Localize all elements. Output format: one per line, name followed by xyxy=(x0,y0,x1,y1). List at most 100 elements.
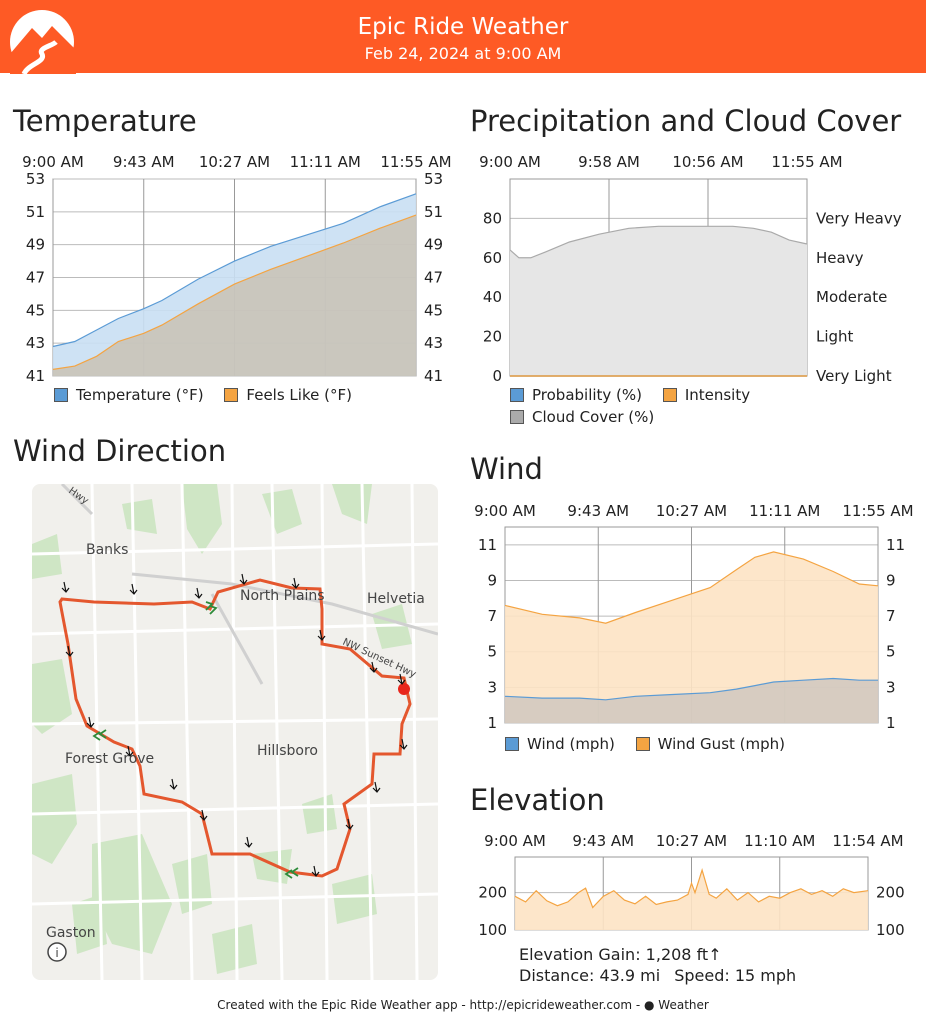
map-label-north-plains: North Plains xyxy=(240,588,325,604)
temperature-y-tick-label-right: 49 xyxy=(424,236,443,254)
wind-y-tick-label: 11 xyxy=(478,536,497,554)
legend-feels-like: Feels Like (°F) xyxy=(224,386,352,404)
speed: Speed: 15 mph xyxy=(674,966,797,985)
start-marker xyxy=(398,683,410,695)
wind-y-tick-label: 3 xyxy=(487,678,497,696)
wind-x-tick-label: 11:11 AM xyxy=(749,502,820,520)
precipitation-y-tick-label: 20 xyxy=(483,328,502,346)
elevation-series-line xyxy=(514,868,869,909)
ride-route xyxy=(58,578,412,878)
precipitation-x-tick-label: 11:55 AM xyxy=(771,153,842,171)
temperature-y-tick-label-right: 53 xyxy=(424,170,443,188)
wind-chart: 1 13 35 57 79 911 119:00 AM 9:43 AM 10:27 AM 11:1… xyxy=(474,502,913,732)
map-label-hwy: Hwy xyxy=(66,485,90,506)
elevation-gain: Elevation Gain: 1,208 ft↑ xyxy=(519,945,722,964)
ride-stats: Distance: 43.9 mi Speed: 15 mph xyxy=(519,965,796,986)
swatch-probability xyxy=(510,388,524,402)
ride-datetime: Feb 24, 2024 at 9:00 AM xyxy=(364,44,562,63)
elevation-x-tick-label: 9:00 AM xyxy=(484,832,546,850)
wind-y-tick-label: 9 xyxy=(487,571,497,589)
map-label-helvetia: Helvetia xyxy=(367,591,425,607)
distance: Distance: 43.9 mi xyxy=(519,966,661,985)
wind-y-tick-label-right: 9 xyxy=(886,571,896,589)
precipitation-x-tick-label: 10:56 AM xyxy=(672,153,743,171)
elevation-y-tick-label-right: 100 xyxy=(876,921,905,939)
temperature-legend: Temperature (°F) Feels Like (°F) xyxy=(54,386,368,406)
wind-direction-map[interactable]: Banks North Plains Helvetia Forest Grove… xyxy=(32,484,438,980)
temperature-x-tick-label: 10:27 AM xyxy=(199,153,270,171)
legend-probability: Probability (%) xyxy=(510,386,642,404)
temperature-y-tick-label-right: 41 xyxy=(424,367,443,385)
mountain-road-logo xyxy=(10,10,76,74)
wind-series-area xyxy=(505,551,878,723)
wind-y-tick-label-right: 11 xyxy=(886,536,905,554)
temperature-x-tick-label: 11:55 AM xyxy=(380,153,451,171)
svg-text:i: i xyxy=(55,946,58,960)
swatch-wind xyxy=(505,737,519,751)
wind-x-tick-label: 10:27 AM xyxy=(656,502,727,520)
precipitation-y-tick-label: 0 xyxy=(492,367,502,385)
temperature-x-tick-label: 9:43 AM xyxy=(113,153,175,171)
temperature-y-tick-label: 53 xyxy=(26,170,45,188)
wind-y-tick-label-right: 3 xyxy=(886,678,896,696)
temperature-x-tick-label: 11:11 AM xyxy=(290,153,361,171)
info-icon[interactable]: i xyxy=(47,942,67,962)
precipitation-intensity-label: Very Heavy xyxy=(816,209,902,227)
precipitation-y-tick-label: 40 xyxy=(483,288,502,306)
app-header: Epic Ride Weather Feb 24, 2024 at 9:00 A… xyxy=(0,0,926,74)
wind-series-line xyxy=(504,551,879,624)
footer-credit: Created with the Epic Ride Weather app -… xyxy=(217,998,644,1012)
swatch-feels-like xyxy=(224,388,239,402)
wind-series-area xyxy=(505,678,878,723)
precipitation-series-area xyxy=(510,226,807,376)
precipitation-y-tick-label: 80 xyxy=(483,209,502,227)
wind-direction-title: Wind Direction xyxy=(13,434,227,468)
temperature-y-tick-label: 51 xyxy=(26,203,45,221)
precipitation-title: Precipitation and Cloud Cover xyxy=(470,104,902,138)
precipitation-intensity-label: Heavy xyxy=(816,249,864,267)
temperature-y-tick-label-right: 47 xyxy=(424,269,443,287)
legend-temperature: Temperature (°F) xyxy=(54,386,204,404)
temperature-series-line xyxy=(52,193,417,348)
elevation-x-tick-label: 10:27 AM xyxy=(656,832,727,850)
precipitation-series-line xyxy=(509,225,808,259)
temperature-title: Temperature xyxy=(13,104,197,138)
precipitation-intensity-label: Moderate xyxy=(816,288,887,306)
precipitation-x-tick-label: 9:00 AM xyxy=(479,153,541,171)
temperature-x-tick-label: 9:00 AM xyxy=(22,153,84,171)
road-network xyxy=(32,484,438,980)
map-label-banks: Banks xyxy=(86,542,128,558)
map-label-hillsboro: Hillsboro xyxy=(257,743,318,759)
temperature-y-tick-label: 45 xyxy=(26,301,45,319)
temperature-series-area xyxy=(53,215,416,376)
temperature-series-line xyxy=(52,214,417,370)
temperature-y-tick-label: 47 xyxy=(26,269,45,287)
elevation-x-tick-label: 9:43 AM xyxy=(572,832,634,850)
legend-intensity: Intensity xyxy=(662,386,750,404)
elevation-series-area xyxy=(515,870,868,930)
wind-y-tick-label-right: 5 xyxy=(886,643,896,661)
elevation-y-tick-label: 200 xyxy=(478,884,507,902)
route-map: Banks North Plains Helvetia Forest Grove… xyxy=(32,484,438,980)
direction-chevrons xyxy=(92,601,299,879)
highways xyxy=(60,484,438,685)
elevation-summary: Elevation Gain: 1,208 ft↑ Distance: 43.9… xyxy=(519,944,796,986)
wind-series-line xyxy=(504,677,878,701)
elevation-chart: 100 100 200 200 9:00 AM 9:43 AM 10:27 AM 11:10 … xyxy=(478,832,905,939)
temperature-y-tick-label-right: 43 xyxy=(424,334,443,352)
legend-cloud-cover: Cloud Cover (%) xyxy=(510,408,654,426)
swatch-intensity xyxy=(662,388,677,402)
wind-y-tick-label: 1 xyxy=(487,714,497,732)
app-title: Epic Ride Weather xyxy=(357,14,569,40)
legend-wind-gust: Wind Gust (mph) xyxy=(635,735,785,753)
wind-y-tick-label-right: 7 xyxy=(886,607,896,625)
wind-title: Wind xyxy=(470,452,543,486)
elevation-y-tick-label-right: 200 xyxy=(876,884,905,902)
precipitation-intensity-label: Very Light xyxy=(816,367,892,385)
legend-wind: Wind (mph) xyxy=(505,735,615,753)
temperature-y-tick-label-right: 45 xyxy=(424,301,443,319)
swatch-temperature xyxy=(54,388,68,402)
temperature-y-tick-label: 43 xyxy=(26,334,45,352)
precipitation-y-tick-label: 60 xyxy=(483,249,502,267)
